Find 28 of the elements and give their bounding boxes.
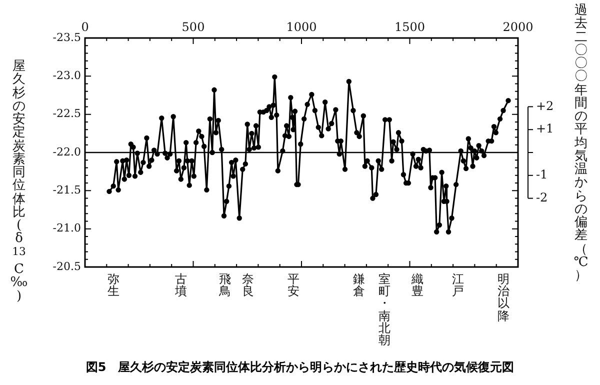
x-tick-label: 1000 xyxy=(286,20,317,34)
y-tick-label: -22.0 xyxy=(52,145,81,158)
text: 過去二〇〇〇年間の平均気温からの偏差（℃） xyxy=(574,3,588,283)
text: 鎌倉 xyxy=(352,272,366,298)
y-tick-label: -23.5 xyxy=(52,30,81,44)
x-tick-label: 500 xyxy=(182,20,205,34)
x-tick-label: 0 xyxy=(81,20,89,34)
text: 奈良 xyxy=(240,272,255,298)
y-tick-label: -20.5 xyxy=(52,260,81,273)
text: 弥生 xyxy=(106,272,121,298)
y-tick-label: -23.0 xyxy=(52,69,81,82)
text: 江戸 xyxy=(451,272,466,298)
y-tick-label: -22.5 xyxy=(52,107,81,120)
y2-tick-label: +2 xyxy=(536,98,554,113)
y2-tick-label: -2 xyxy=(536,190,548,204)
x-tick-label: 2000 xyxy=(502,20,534,34)
y2-tick-label: -1 xyxy=(536,168,548,182)
text: 平安 xyxy=(286,272,300,298)
text: 飛鳥 xyxy=(218,272,232,298)
text: 明治以降 xyxy=(496,272,510,323)
text: 古墳 xyxy=(174,272,188,298)
y2-tick-label: +1 xyxy=(536,122,554,136)
y-tick-label: -21.5 xyxy=(52,184,81,197)
y-tick-label: -21.0 xyxy=(52,222,81,235)
text: 図5 屋久杉の安定炭素同位体比分析から明らかにされた歴史時代の気候復元図 xyxy=(84,359,516,376)
text: 室町・南北朝 xyxy=(378,272,392,348)
text: 織豊 xyxy=(410,272,425,298)
x-tick-label: 1500 xyxy=(394,20,426,34)
